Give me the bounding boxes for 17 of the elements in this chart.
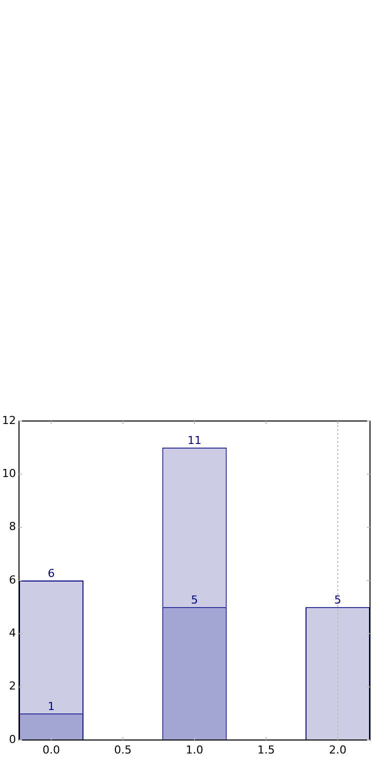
y-tick-label: 12 xyxy=(2,414,16,427)
total-label: 6 xyxy=(48,566,55,580)
y-tick-label: 4 xyxy=(9,626,16,640)
x-tick-label: 0.0 xyxy=(42,743,60,756)
x-tick-label: 1.5 xyxy=(257,743,275,756)
x-tick-label: 1.0 xyxy=(186,743,204,756)
y-tick-label: 2 xyxy=(9,680,16,693)
y-tick-label: 0 xyxy=(9,732,16,746)
total-label: 5 xyxy=(334,593,342,606)
total-label: 11 xyxy=(188,434,202,447)
y-tick-label: 8 xyxy=(9,520,16,534)
x-tick-label: 2.0 xyxy=(329,743,347,756)
y-tick-label: 10 xyxy=(2,467,16,480)
x-tick-label: 0.5 xyxy=(114,743,132,756)
data-label: 5 xyxy=(191,593,198,606)
y-tick-label: 6 xyxy=(9,573,16,586)
data-label: 1 xyxy=(48,700,55,713)
